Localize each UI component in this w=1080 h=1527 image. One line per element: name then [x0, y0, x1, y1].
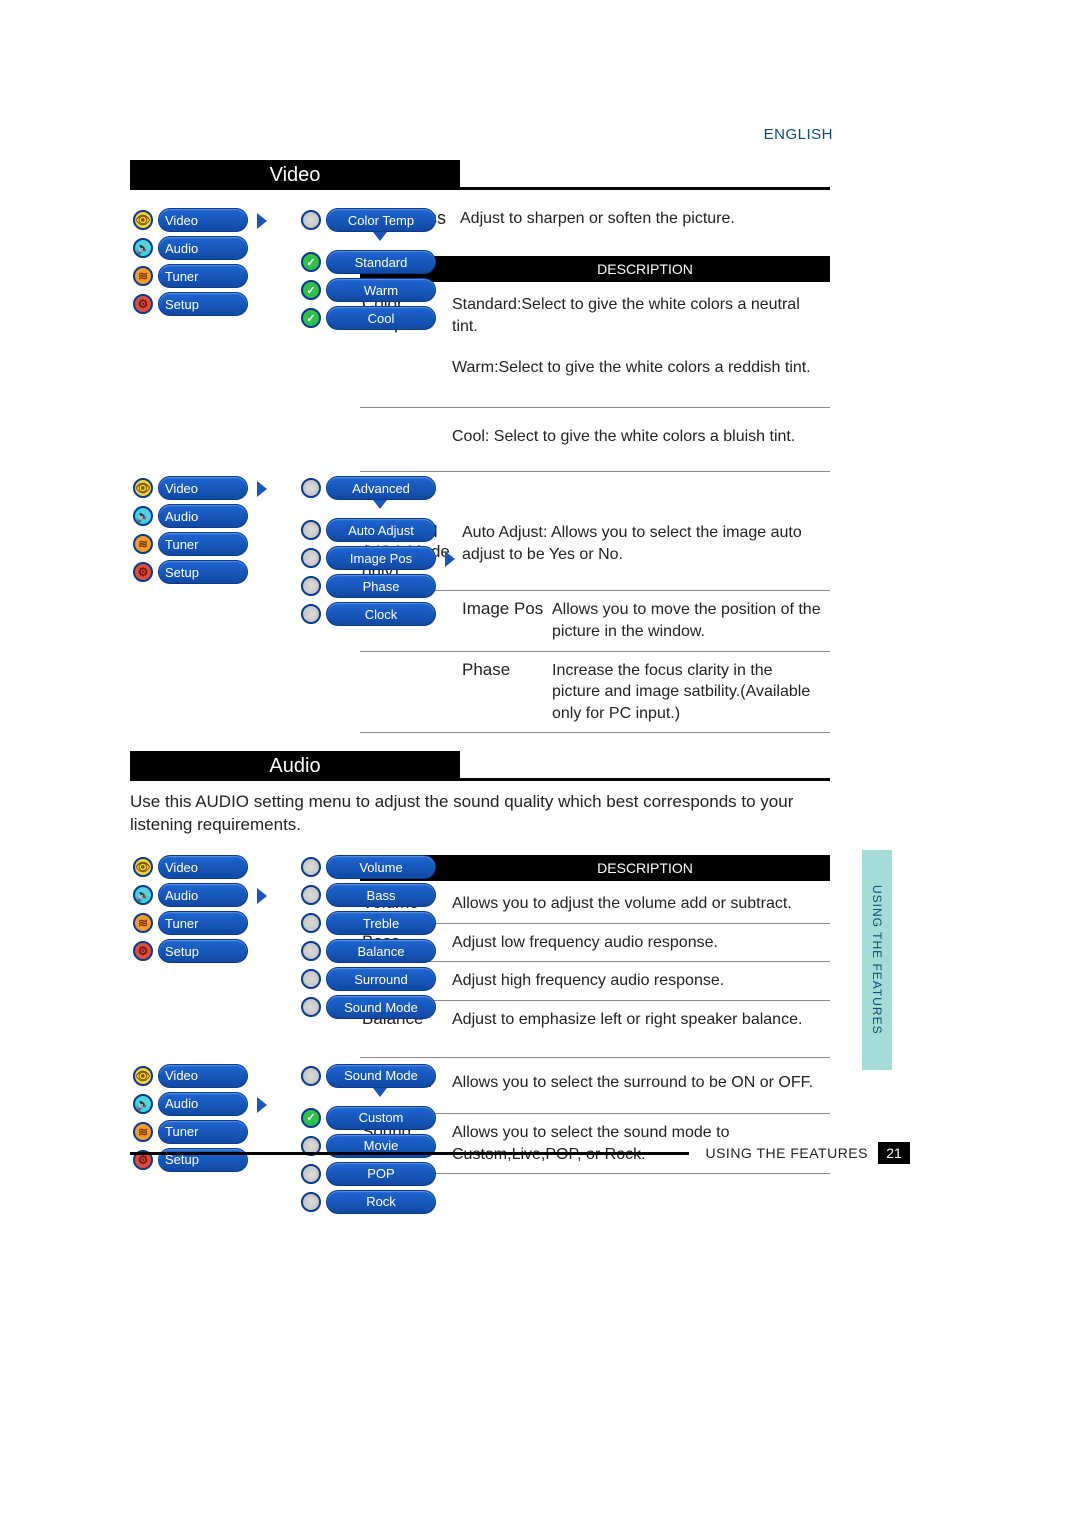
language-label: ENGLISH [764, 126, 833, 143]
submenu-colortemp-head[interactable]: Color Temp [326, 208, 436, 232]
speaker-icon: 🔊 [133, 1094, 153, 1114]
dot-icon [301, 1192, 321, 1212]
menu-main-setup[interactable]: ⚙Setup [158, 939, 248, 963]
menu-main-tuner[interactable]: ≋Tuner [158, 532, 248, 556]
menu-main-audio[interactable]: 🔊Audio [158, 504, 248, 528]
dot-icon [301, 210, 321, 230]
gear-icon: ⚙ [133, 294, 153, 314]
gear-icon: ⚙ [133, 562, 153, 582]
gear-icon: ⚙ [133, 941, 153, 961]
desc-treble: Adjust high frequency audio response. [452, 970, 828, 992]
audio-section-header: Audio [130, 751, 830, 781]
menu-main-video[interactable]: 👁Video [158, 1064, 248, 1088]
footer-label: USING THE FEATURES [705, 1145, 868, 1161]
video-heading: Video [130, 160, 460, 190]
submenu-sm-rock[interactable]: Rock [326, 1190, 436, 1214]
speaker-icon: 🔊 [133, 506, 153, 526]
submenu-soundmode-head[interactable]: Sound Mode [326, 1064, 436, 1088]
key-phase: Phase [462, 660, 552, 725]
check-icon: ✓ [301, 308, 321, 328]
dot-icon [301, 997, 321, 1017]
submenu-advanced-clock[interactable]: Clock [326, 602, 436, 626]
tuner-icon: ≋ [133, 1122, 153, 1142]
submenu-advanced-imagepos[interactable]: Image Pos [326, 546, 436, 570]
submenu-audio-surround[interactable]: Surround [326, 967, 436, 991]
menu-audio-main: 👁Video 🔊Audio ≋Tuner ⚙Setup Volume Bass … [130, 855, 360, 1023]
check-icon: ✓ [301, 252, 321, 272]
submenu-audio-volume[interactable]: Volume [326, 855, 436, 879]
dot-icon [301, 913, 321, 933]
eye-icon: 👁 [133, 1066, 153, 1086]
menu-main-audio[interactable]: 🔊Audio [158, 883, 248, 907]
col-description: DESCRIPTION [460, 261, 830, 277]
submenu-audio-balance[interactable]: Balance [326, 939, 436, 963]
desc-ct-warm: Warm:Select to give the white colors a r… [452, 353, 828, 399]
eye-icon: 👁 [133, 478, 153, 498]
menu-main-tuner[interactable]: ≋Tuner [158, 264, 248, 288]
dot-icon [301, 604, 321, 624]
desc-ct-standard: Standard:Select to give the white colors… [452, 294, 828, 337]
desc-bass: Adjust low frequency audio response. [452, 932, 828, 954]
menu-main-video[interactable]: 👁Video [158, 208, 248, 232]
eye-icon: 👁 [133, 857, 153, 877]
side-tab: USING THE FEATURES [862, 850, 892, 1070]
desc-surround: Allows you to select the surround to be … [452, 1072, 828, 1094]
side-tab-label: USING THE FEATURES [870, 885, 884, 1035]
speaker-icon: 🔊 [133, 885, 153, 905]
menu-main-audio[interactable]: 🔊Audio [158, 236, 248, 260]
dot-icon [301, 885, 321, 905]
dot-icon [301, 857, 321, 877]
menu-main-setup[interactable]: ⚙Setup [158, 292, 248, 316]
audio-intro: Use this AUDIO setting menu to adjust th… [130, 791, 830, 837]
desc-phase: Increase the focus clarity in the pictur… [552, 660, 828, 725]
eye-icon: 👁 [133, 210, 153, 230]
submenu-audio-treble[interactable]: Treble [326, 911, 436, 935]
dot-icon [301, 548, 321, 568]
speaker-icon: 🔊 [133, 238, 153, 258]
check-icon: ✓ [301, 1108, 321, 1128]
dot-icon [301, 576, 321, 596]
submenu-advanced-auto[interactable]: Auto Adjust [326, 518, 436, 542]
menu-main-audio[interactable]: 🔊Audio [158, 1092, 248, 1116]
menu-main-video[interactable]: 👁Video [158, 476, 248, 500]
dot-icon [301, 941, 321, 961]
dot-icon [301, 1164, 321, 1184]
key-imagepos: Image Pos [462, 599, 552, 642]
desc-imagepos: Allows you to move the position of the p… [552, 599, 828, 642]
submenu-sm-custom[interactable]: ✓Custom [326, 1106, 436, 1130]
submenu-colortemp-warm[interactable]: ✓Warm [326, 278, 436, 302]
submenu-audio-soundmode[interactable]: Sound Mode [326, 995, 436, 1019]
dot-icon [301, 1066, 321, 1086]
submenu-advanced-head[interactable]: Advanced [326, 476, 436, 500]
dot-icon [301, 478, 321, 498]
check-icon: ✓ [301, 280, 321, 300]
desc-adv-auto: Auto Adjust: Allows you to select the im… [462, 522, 828, 582]
tuner-icon: ≋ [133, 913, 153, 933]
menu-main-tuner[interactable]: ≋Tuner [158, 911, 248, 935]
page-number: 21 [878, 1142, 910, 1164]
dot-icon [301, 520, 321, 540]
video-section-header: Video [130, 160, 830, 190]
dot-icon [301, 969, 321, 989]
menu-main-setup[interactable]: ⚙Setup [158, 560, 248, 584]
desc-balance: Adjust to emphasize left or right speake… [452, 1009, 828, 1031]
page-footer: USING THE FEATURES 21 [130, 1140, 910, 1166]
submenu-advanced-phase[interactable]: Phase [326, 574, 436, 598]
submenu-colortemp-cool[interactable]: ✓Cool [326, 306, 436, 330]
tuner-icon: ≋ [133, 534, 153, 554]
submenu-colortemp-standard[interactable]: ✓Standard [326, 250, 436, 274]
menu-video-colortemp: 👁Video 🔊Audio ≋Tuner ⚙Setup Color Temp ✓… [130, 208, 360, 334]
audio-heading: Audio [130, 751, 460, 781]
menu-video-advanced: 👁Video 🔊Audio ≋Tuner ⚙Setup Advanced Aut… [130, 476, 360, 630]
tuner-icon: ≋ [133, 266, 153, 286]
desc-volume: Allows you to adjust the volume add or s… [452, 893, 828, 915]
submenu-audio-bass[interactable]: Bass [326, 883, 436, 907]
menu-main-video[interactable]: 👁Video [158, 855, 248, 879]
desc-ct-cool: Cool: Select to give the white colors a … [452, 416, 828, 464]
page-content: ENGLISH Video 👁Video 🔊Audio ≋Tuner ⚙Setu… [130, 130, 830, 1218]
